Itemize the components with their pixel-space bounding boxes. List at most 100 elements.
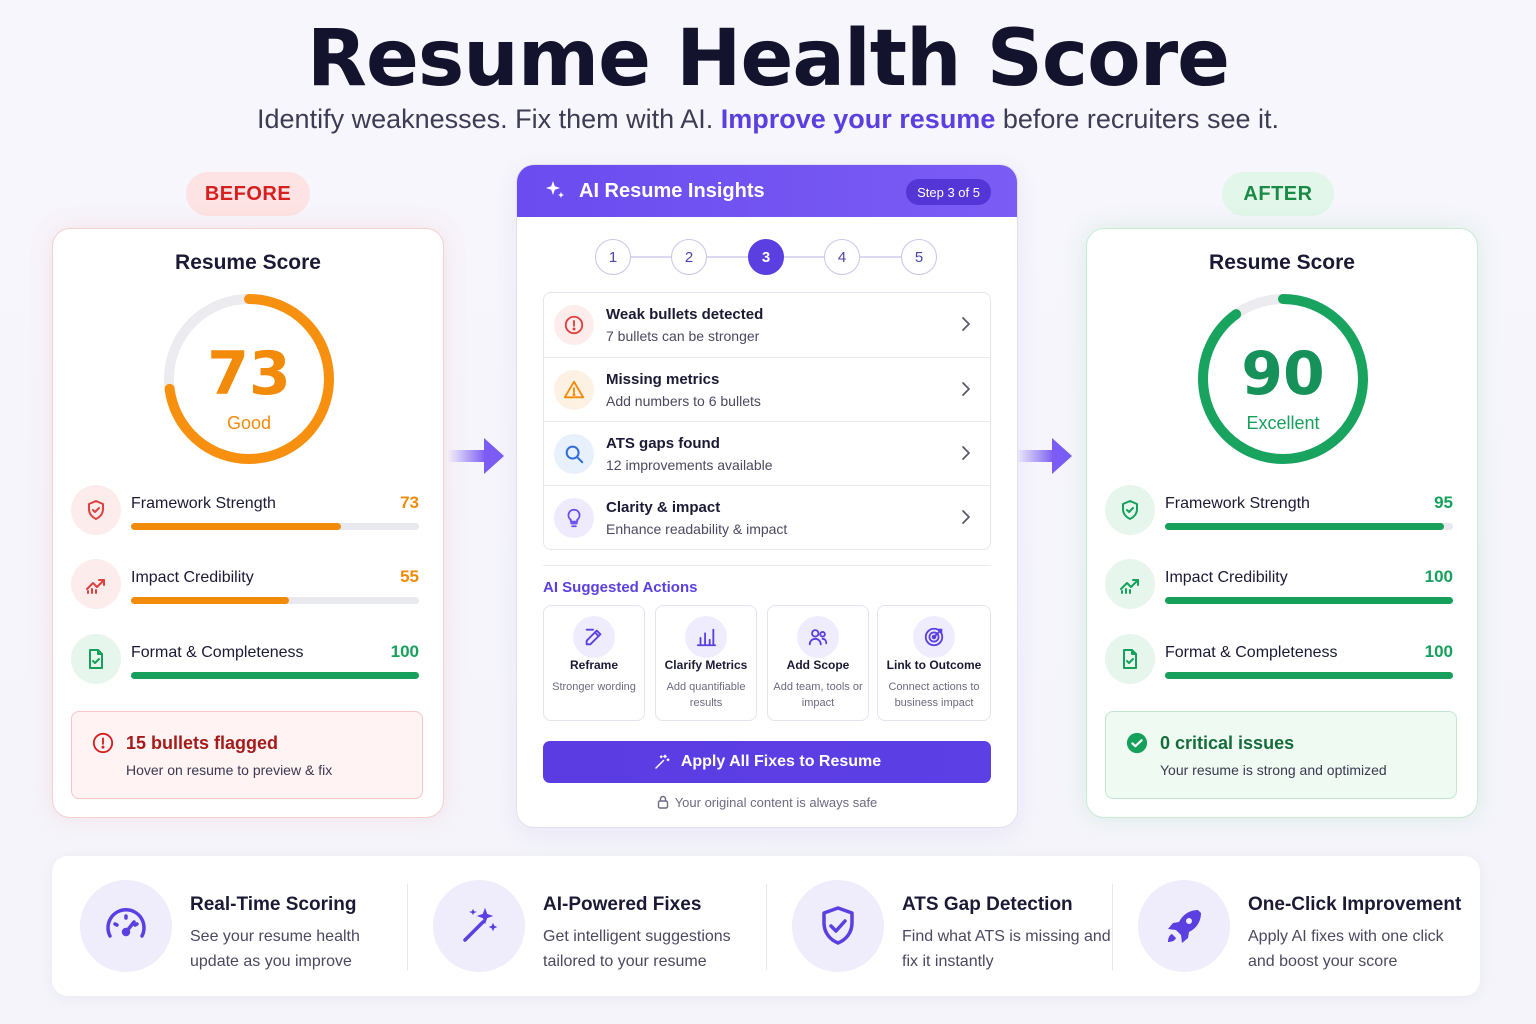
metric-bar: [1165, 672, 1453, 679]
issue-ats-gaps[interactable]: ATS gaps found 12 improvements available: [544, 421, 990, 485]
metric-bar-fill: [131, 523, 342, 530]
feature-title: AI-Powered Fixes: [543, 894, 702, 915]
chevron-right-icon: [962, 317, 970, 331]
apply-all-fixes-button[interactable]: Apply All Fixes to Resume: [543, 741, 991, 783]
search-icon: [554, 434, 594, 474]
action-title: Reframe: [569, 658, 619, 672]
metric-label: Framework Strength: [131, 495, 276, 512]
subtitle-text: Identify weaknesses. Fix them with AI.: [257, 104, 714, 134]
alert-title: 0 critical issues: [1160, 733, 1295, 753]
feature-subtitle: Apply AI fixes with one click and boost …: [1248, 928, 1444, 970]
alert-subtitle: Hover on resume to preview & fix: [126, 762, 333, 778]
warning-triangle-icon: [554, 370, 594, 410]
step-badge: Step 3 of 5: [906, 179, 991, 205]
metric-framework-strength: Framework Strength 95: [1105, 485, 1453, 541]
card-title: Resume Score: [175, 251, 321, 274]
metric-bar-fill: [131, 672, 419, 679]
action-subtitle: Connect actions to business impact: [888, 681, 980, 709]
speedometer-icon: [80, 880, 172, 972]
issue-title: Weak bullets detected: [606, 306, 764, 323]
issue-missing-metrics[interactable]: Missing metrics Add numbers to 6 bullets: [544, 357, 990, 421]
step-5[interactable]: 5: [901, 239, 937, 275]
flagged-alert[interactable]: 15 bullets flagged Hover on resume to pr…: [71, 711, 423, 799]
issues-list: Weak bullets detected 7 bullets can be s…: [543, 292, 991, 550]
magic-wand-icon: [655, 754, 670, 769]
metric-label: Impact Credibility: [131, 569, 254, 586]
ai-insights-panel: AI Resume Insights Step 3 of 5 1 2 3 4 5…: [516, 164, 1018, 828]
shield-icon: [71, 485, 121, 535]
metric-bar: [131, 672, 419, 679]
action-subtitle: Add team, tools or impact: [773, 681, 863, 709]
arrow-right-icon: [448, 438, 504, 474]
features-strip: Real-Time Scoring See your resume health…: [52, 856, 1480, 996]
metric-bar-fill: [1165, 523, 1445, 530]
action-add-scope[interactable]: Add Scope Add team, tools or impact: [767, 605, 869, 721]
shield-check-icon: [792, 880, 884, 972]
action-link-to-outcome[interactable]: Link to Outcome Connect actions to busin…: [877, 605, 991, 721]
subtitle-text-end: before recruiters see it.: [1002, 104, 1279, 134]
score-gauge: 90 Excellent: [1195, 291, 1371, 467]
metric-value: 100: [390, 642, 419, 661]
bar-chart-icon: [685, 616, 727, 658]
metric-value: 55: [400, 567, 419, 586]
sparkle-icon: [546, 181, 564, 198]
after-badge: AFTER: [1222, 172, 1334, 216]
stepper-connector: [707, 256, 748, 258]
metric-bar: [131, 597, 419, 604]
feature-subtitle: Get intelligent suggestions tailored to …: [543, 928, 731, 970]
feature-subtitle: See your resume health update as you imp…: [190, 928, 360, 970]
lightbulb-icon: [554, 498, 594, 538]
score-value: 73: [207, 339, 291, 409]
shield-icon: [1105, 485, 1155, 535]
document-check-icon: [71, 634, 121, 684]
step-3[interactable]: 3: [748, 239, 784, 275]
action-clarify-metrics[interactable]: Clarify Metrics Add quantifiable results: [655, 605, 757, 721]
safe-note-text: Your original content is always safe: [674, 795, 878, 810]
issue-weak-bullets[interactable]: Weak bullets detected 7 bullets can be s…: [544, 293, 990, 357]
metric-impact-credibility: Impact Credibility 100: [1105, 559, 1453, 615]
score-gauge: 73 Good: [161, 291, 337, 467]
metric-label: Impact Credibility: [1165, 569, 1288, 586]
action-subtitle: Add quantifiable results: [666, 681, 746, 709]
metric-label: Framework Strength: [1165, 495, 1310, 512]
action-reframe[interactable]: Reframe Stronger wording: [543, 605, 645, 721]
trend-up-icon: [71, 559, 121, 609]
feature-subtitle: Find what ATS is missing and fix it inst…: [902, 928, 1111, 970]
divider: [407, 884, 408, 970]
score-label: Excellent: [1246, 413, 1320, 433]
metric-impact-credibility: Impact Credibility 55: [71, 559, 419, 615]
feature-title: ATS Gap Detection: [902, 894, 1073, 915]
chevron-right-icon: [962, 382, 970, 396]
metric-bar: [1165, 597, 1453, 604]
lock-icon: [657, 795, 668, 809]
users-icon: [797, 616, 839, 658]
panel-title: AI Resume Insights: [579, 180, 765, 202]
feature-title: One-Click Improvement: [1248, 894, 1462, 915]
action-title: Add Scope: [786, 658, 850, 672]
feature-title: Real-Time Scoring: [190, 894, 357, 915]
divider: [1112, 884, 1113, 970]
chevron-right-icon: [962, 510, 970, 524]
stepper-connector: [631, 256, 671, 258]
action-subtitle: Stronger wording: [552, 681, 636, 693]
document-check-icon: [1105, 634, 1155, 684]
before-badge: BEFORE: [186, 172, 310, 216]
step-4[interactable]: 4: [824, 239, 860, 275]
issue-clarity-impact[interactable]: Clarity & impact Enhance readability & i…: [544, 485, 990, 549]
score-gauge-arc: [164, 294, 334, 464]
stepper: 1 2 3 4 5: [595, 239, 939, 275]
metric-label: Format & Completeness: [131, 644, 304, 661]
step-2[interactable]: 2: [671, 239, 707, 275]
card-title: Resume Score: [1209, 251, 1355, 274]
alert-subtitle: Your resume is strong and optimized: [1160, 762, 1387, 778]
subtitle-highlight: Improve your resume: [720, 104, 996, 134]
check-circle-icon: [1126, 732, 1148, 754]
metric-bar-fill: [1165, 672, 1453, 679]
page-subtitle: Identify weaknesses. Fix them with AI. I…: [0, 104, 1536, 135]
score-label: Good: [226, 413, 272, 433]
alert-title: 15 bullets flagged: [126, 733, 279, 753]
before-score-card: Resume Score 73 Good Framework Strength …: [52, 228, 444, 818]
step-1[interactable]: 1: [595, 239, 631, 275]
issue-subtitle: Enhance readability & impact: [606, 521, 788, 537]
issue-subtitle: 7 bullets can be stronger: [606, 328, 760, 344]
